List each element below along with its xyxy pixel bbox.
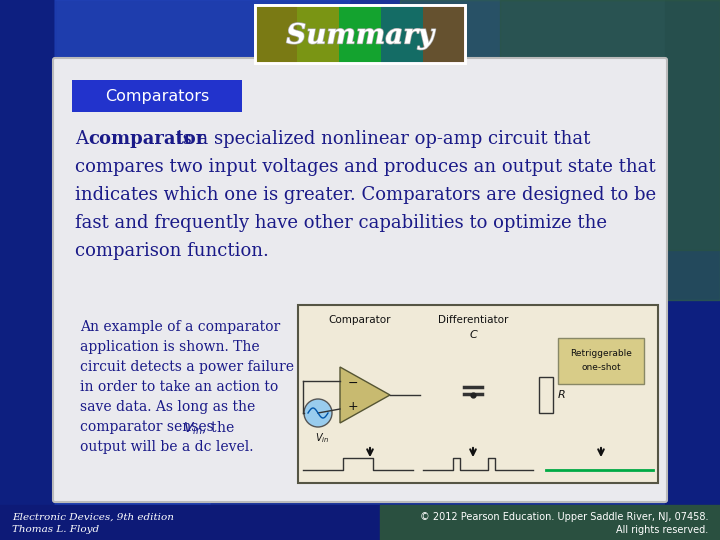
- Bar: [381, 5, 423, 63]
- Text: Comparators: Comparators: [105, 90, 209, 105]
- Bar: [539, 377, 553, 413]
- Circle shape: [304, 399, 332, 427]
- Polygon shape: [400, 0, 720, 300]
- Text: application is shown. The: application is shown. The: [80, 340, 260, 354]
- Bar: [297, 5, 339, 63]
- Text: comparison function.: comparison function.: [75, 242, 269, 260]
- Text: Electronic Devices, 9th edition: Electronic Devices, 9th edition: [12, 512, 174, 522]
- Text: in order to take an action to: in order to take an action to: [80, 380, 278, 394]
- Text: +: +: [348, 401, 359, 414]
- Text: All rights reserved.: All rights reserved.: [616, 525, 708, 535]
- Polygon shape: [0, 0, 55, 540]
- Text: © 2012 Pearson Education. Upper Saddle River, NJ, 07458.: © 2012 Pearson Education. Upper Saddle R…: [420, 512, 708, 522]
- Text: Differentiator: Differentiator: [438, 315, 508, 325]
- Bar: [255, 5, 297, 63]
- Text: Retriggerable: Retriggerable: [570, 349, 632, 359]
- Text: C: C: [469, 330, 477, 340]
- Text: Thomas L. Floyd: Thomas L. Floyd: [12, 525, 99, 535]
- FancyBboxPatch shape: [53, 58, 667, 502]
- Text: −: −: [348, 376, 359, 389]
- Text: An example of a comparator: An example of a comparator: [80, 320, 280, 334]
- Text: output will be a dc level.: output will be a dc level.: [80, 440, 253, 454]
- Polygon shape: [340, 367, 390, 423]
- Text: circuit detects a power failure: circuit detects a power failure: [80, 360, 294, 374]
- Text: Comparator: Comparator: [329, 315, 391, 325]
- Bar: [0, 505, 720, 540]
- Text: fast and frequently have other capabilities to optimize the: fast and frequently have other capabilit…: [75, 214, 607, 232]
- Text: compares two input voltages and produces an output state that: compares two input voltages and produces…: [75, 158, 656, 176]
- FancyBboxPatch shape: [298, 305, 658, 483]
- Bar: [255, 5, 465, 63]
- Polygon shape: [55, 0, 350, 540]
- Text: comparator: comparator: [89, 130, 205, 148]
- Bar: [423, 5, 465, 63]
- Bar: [72, 80, 242, 112]
- Text: Summary: Summary: [286, 23, 434, 50]
- Text: save data. As long as the: save data. As long as the: [80, 400, 256, 414]
- Text: indicates which one is greater. Comparators are designed to be: indicates which one is greater. Comparat…: [75, 186, 656, 204]
- Text: R: R: [558, 390, 566, 400]
- Text: A: A: [75, 130, 94, 148]
- Text: $V_{in}$, the: $V_{in}$, the: [183, 420, 234, 437]
- Bar: [380, 505, 720, 540]
- Text: is a specialized nonlinear op-amp circuit that: is a specialized nonlinear op-amp circui…: [171, 130, 590, 148]
- Text: comparator senses: comparator senses: [80, 420, 214, 434]
- Text: $V_{in}$: $V_{in}$: [315, 431, 329, 445]
- Bar: [255, 5, 465, 63]
- Text: one-shot: one-shot: [581, 363, 621, 373]
- Polygon shape: [665, 0, 720, 540]
- FancyBboxPatch shape: [558, 338, 644, 384]
- Bar: [339, 5, 381, 63]
- Polygon shape: [500, 0, 720, 250]
